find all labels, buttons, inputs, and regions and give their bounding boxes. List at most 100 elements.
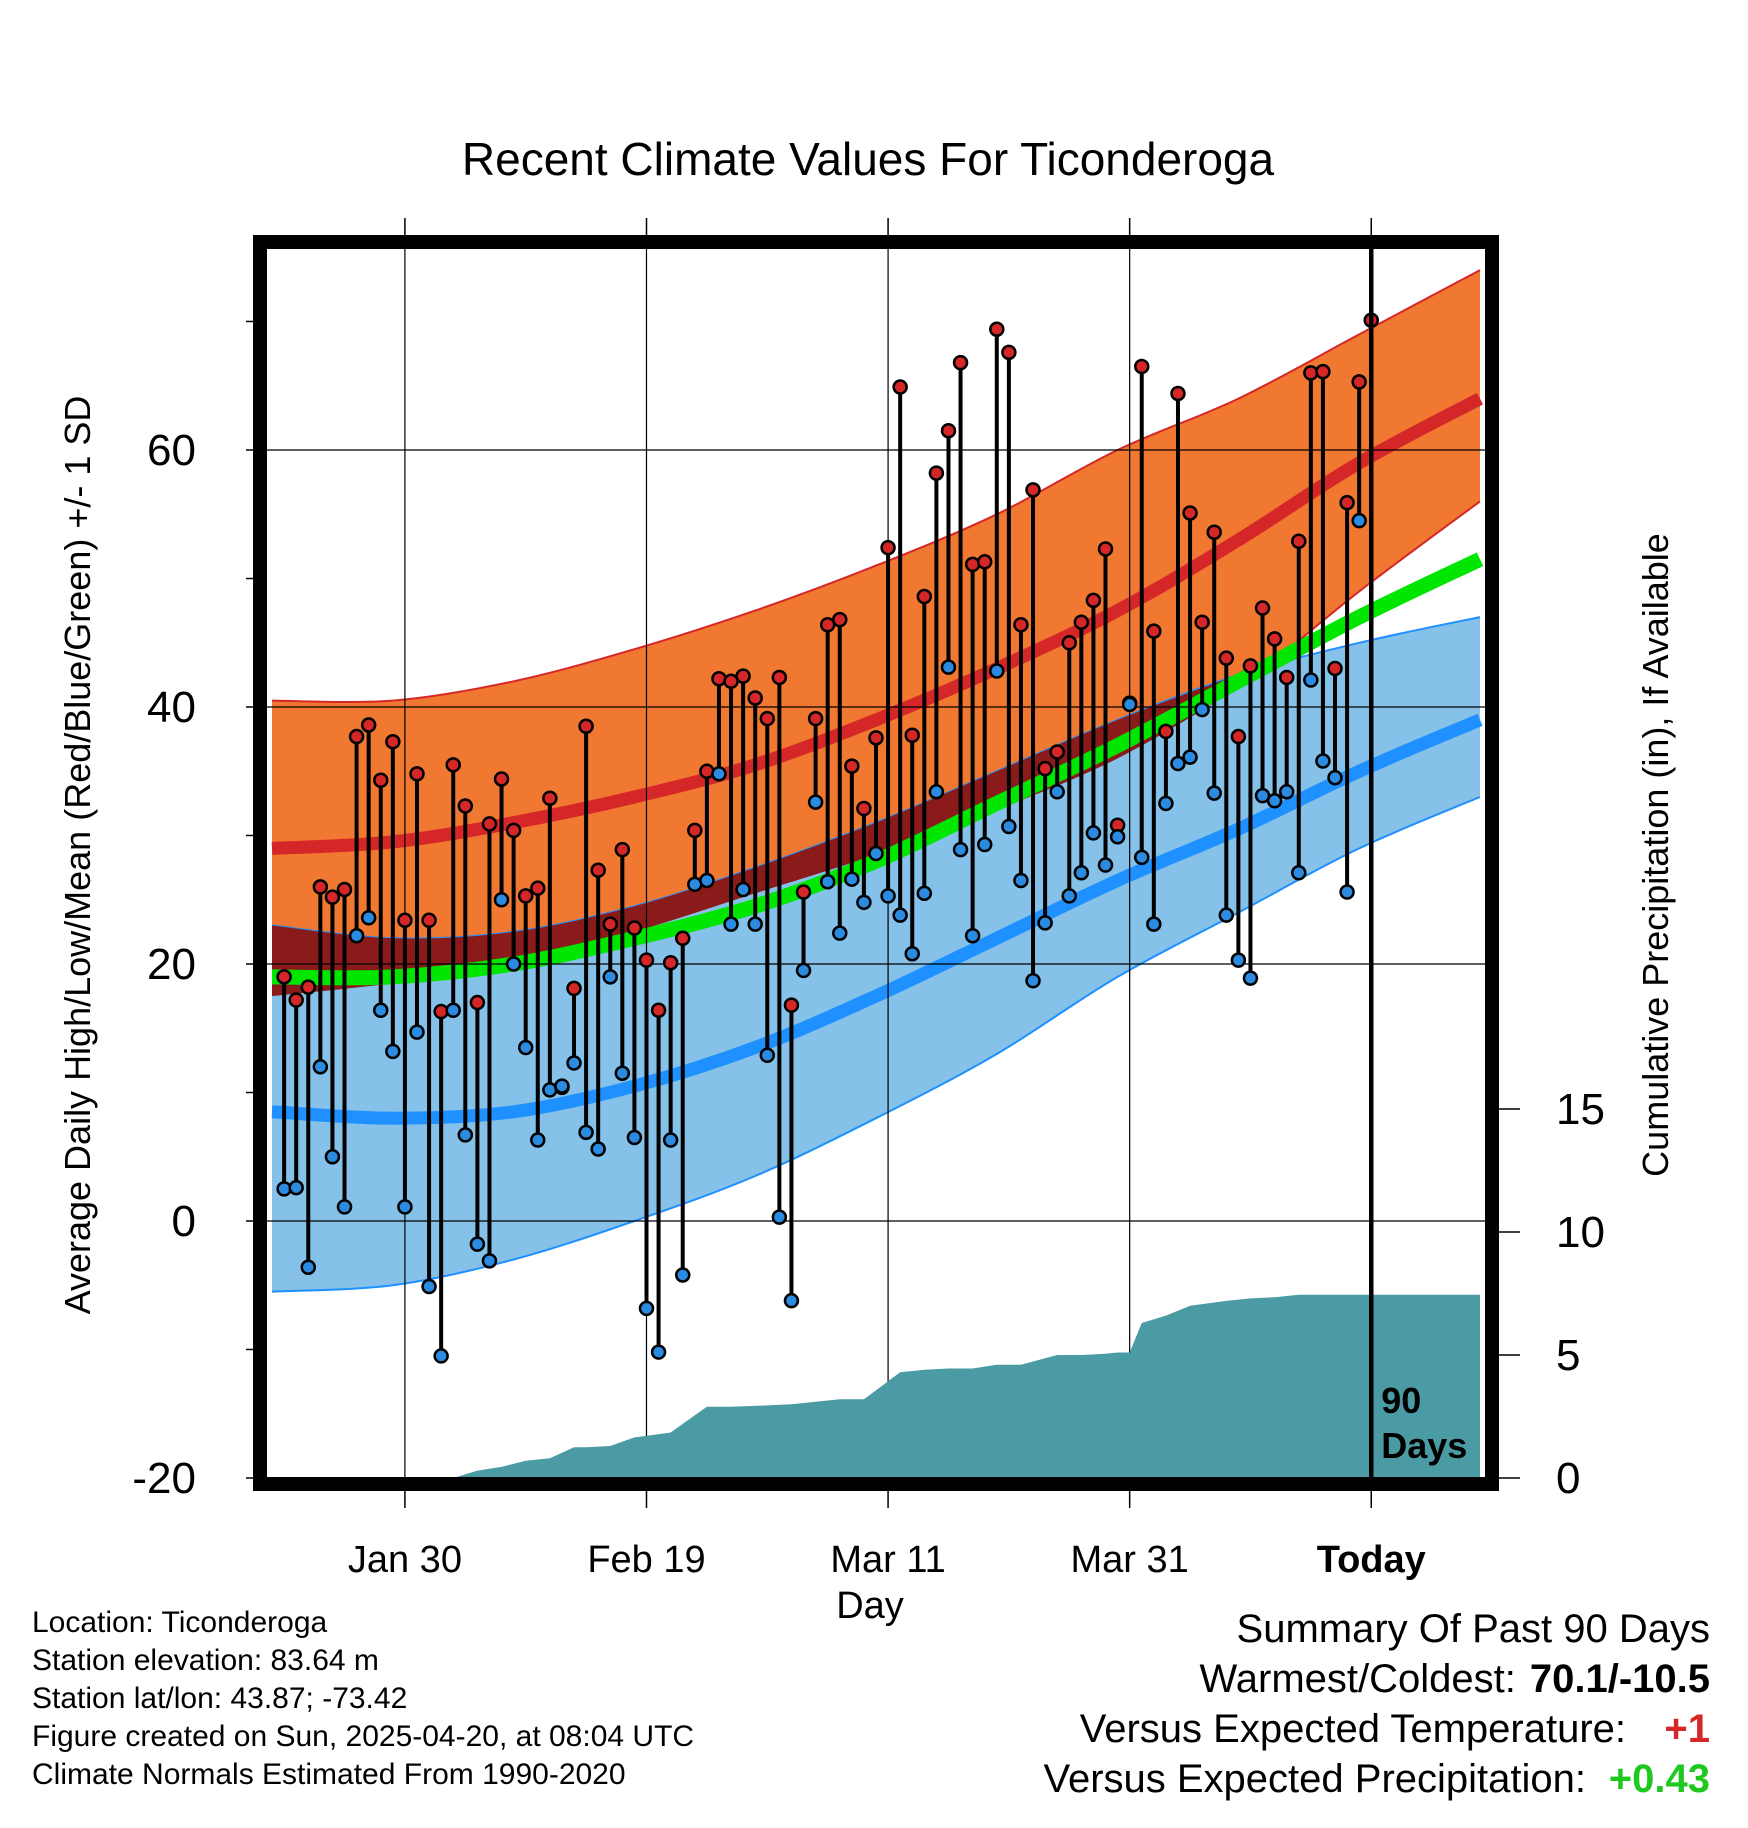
low-temp-point — [832, 925, 848, 941]
low-temp-point — [1146, 916, 1162, 932]
temp-label: Versus Expected Temperature: — [1079, 1707, 1626, 1751]
left-tick-label: 60 — [147, 426, 196, 475]
high-temp-point — [735, 668, 751, 684]
high-temp-point — [312, 879, 329, 895]
high-temp-point — [590, 862, 606, 878]
low-temp-point — [1025, 972, 1041, 989]
high-temp-point — [1315, 363, 1331, 380]
summary-precip-row: Versus Expected Precipitation: +0.43 — [810, 1754, 1710, 1804]
high-temp-point — [638, 952, 655, 968]
low-temp-point — [1230, 952, 1247, 968]
low-temp-point — [1133, 849, 1150, 866]
x-tick-label: Jan 30 — [348, 1539, 462, 1581]
low-temp-point — [1013, 872, 1029, 889]
location-text: Location: Ticonderoga — [32, 1606, 328, 1639]
low-temp-point — [964, 927, 981, 944]
x-tick-label: Feb 19 — [587, 1539, 705, 1581]
low-temp-point — [469, 1236, 486, 1252]
low-temp-point — [1365, 0, 1378, 7]
low-temp-point — [989, 663, 1005, 679]
low-temp-point — [1158, 795, 1174, 812]
high-temp-point — [566, 980, 582, 997]
low-temp-point — [554, 1078, 570, 1094]
high-temp-point — [409, 766, 425, 782]
high-temp-point — [1291, 533, 1307, 549]
normal-high-line — [271, 392, 1484, 855]
right-tick-label: 15 — [1556, 1085, 1605, 1134]
low-temp-point — [1109, 829, 1126, 845]
high-temp-point — [542, 790, 558, 806]
low-temp-point — [662, 1132, 679, 1148]
low-temp-point — [928, 784, 945, 800]
high-temp-point — [276, 969, 292, 985]
high-temp-point — [1327, 660, 1343, 677]
normals-text: Climate Normals Estimated From 1990-2020 — [32, 1758, 626, 1791]
low-temp-point — [530, 1132, 546, 1148]
high-temp-point — [1037, 760, 1053, 777]
low-temp-point — [505, 956, 522, 972]
high-temp-point — [1025, 482, 1041, 498]
high-temp-point — [1206, 524, 1222, 540]
high-temp-point — [1254, 600, 1271, 616]
high-temp-point — [880, 539, 896, 556]
high-temp-point — [904, 727, 920, 744]
low-temp-point — [1194, 701, 1210, 718]
high-temp-point — [892, 379, 908, 395]
high-temp-point — [650, 1002, 667, 1019]
high-temp-point — [505, 822, 522, 839]
high-temp-point — [989, 321, 1005, 337]
high-temp-point — [759, 710, 776, 727]
low-temp-point — [336, 1199, 353, 1215]
high-temp-point — [445, 757, 461, 773]
precip-label: Versus Expected Precipitation: — [1043, 1757, 1586, 1801]
high-temp-point — [626, 920, 643, 936]
high-temp-point — [1133, 358, 1150, 375]
low-temp-point — [348, 927, 365, 944]
x-tick-label: Mar 11 — [830, 1539, 945, 1581]
high-temp-point — [288, 992, 304, 1008]
high-temp-point — [868, 730, 884, 746]
low-temp-point — [735, 881, 751, 898]
low-temp-point — [1291, 865, 1307, 881]
low-temp-point — [1049, 784, 1065, 800]
low-temp-point — [433, 1348, 449, 1364]
low-temp-point — [409, 1024, 425, 1040]
high-temp-point — [952, 354, 969, 371]
high-temp-point — [662, 954, 679, 971]
high-temp-point — [300, 979, 317, 995]
low-temp-point — [856, 894, 872, 911]
low-temp-point — [819, 874, 836, 890]
low-temp-point — [1351, 512, 1367, 529]
low-temp-point — [493, 892, 510, 908]
high-temp-point — [976, 554, 993, 570]
y-axis-label-right: Cumulative Precipitation (in), If Availa… — [1635, 533, 1676, 1177]
high-temp-point — [360, 717, 377, 733]
right-tick-label: 5 — [1556, 1331, 1580, 1380]
summary-panel: Summary Of Past 90 Days Warmest/Coldest:… — [810, 1604, 1710, 1804]
low-temp-point — [650, 1344, 667, 1360]
today-marker-label-line1: 90 — [1381, 1380, 1421, 1421]
low-temp-point — [312, 1059, 329, 1075]
low-temp-point — [1315, 753, 1331, 769]
high-temp-point — [397, 912, 413, 929]
overlap-sd-band — [272, 668, 1263, 997]
elevation-text: Station elevation: 83.64 m — [32, 1644, 379, 1677]
low-temp-point — [1073, 865, 1090, 881]
low-temp-point — [1242, 970, 1259, 986]
low-temp-point — [783, 1292, 800, 1309]
low-temp-point — [590, 1141, 606, 1157]
low-temp-point — [421, 1278, 437, 1295]
low-temp-point — [1182, 749, 1198, 765]
low-temp-point — [1218, 907, 1235, 923]
low-temp-point — [397, 1199, 413, 1215]
low-temp-point — [288, 1179, 304, 1196]
left-tick-label: -20 — [132, 1454, 196, 1503]
low-temp-point — [445, 1002, 461, 1019]
latlon-text: Station lat/lon: 43.87; -73.42 — [32, 1682, 408, 1715]
low-temp-point — [1085, 825, 1102, 841]
high-temp-point — [457, 798, 474, 814]
high-temp-point — [1278, 669, 1295, 686]
axes: -20 0 20 40 60 0 5 10 15 Jan 30 Feb 19 Mar 11 Mar 31… — [132, 218, 1605, 1581]
warmest-value: 70.1/-10.5 — [1529, 1657, 1710, 1701]
